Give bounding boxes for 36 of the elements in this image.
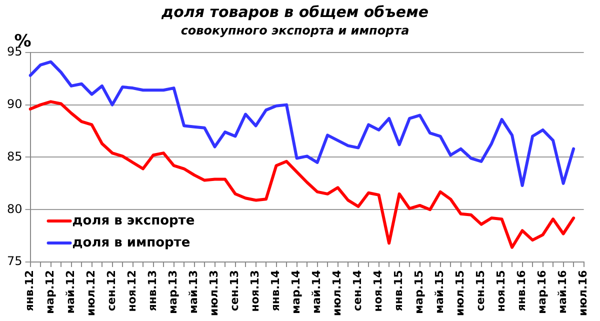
y-tick-label: 75 [6,254,22,268]
x-tick-label: мар.13 [166,270,180,314]
x-tick-label: мар.14 [290,270,303,314]
y-tick-label: 80 [6,202,22,216]
x-tick-label: ноя.13 [248,270,262,312]
legend-label: доля в экспорте [72,213,195,228]
x-tick-label: июл.15 [454,270,467,316]
x-tick-label: июл.12 [84,270,98,316]
x-tick-label: янв.13 [146,270,160,312]
x-tick-label: янв.15 [392,270,406,312]
x-tick-label: май.13 [187,270,200,314]
x-tick-label: янв.14 [269,270,282,312]
legend-label: доля в импорте [72,235,190,250]
x-tick-label: янв.16 [515,270,528,312]
x-tick-label: мар.12 [44,270,57,314]
x-tick-label: мар.15 [412,270,426,314]
x-tick-label: сен.14 [351,270,364,312]
x-tick-label: сен.15 [474,270,488,312]
x-tick-label: май.16 [556,270,570,314]
x-tick-label: ноя.15 [494,270,508,312]
x-tick-label: мар.16 [536,270,549,314]
chart-title: доля товаров в общем объеме [160,2,429,21]
chart-subtitle: совокупного экспорта и импорта [180,23,410,38]
x-tick-label: май.15 [433,270,446,314]
x-tick-label: июл.14 [330,270,344,316]
y-tick-label: 90 [6,96,22,111]
x-tick-label: янв.12 [23,270,36,312]
x-tick-label: май.12 [64,270,78,314]
x-tick-label: сен.13 [228,270,242,312]
x-tick-label: сен.12 [105,270,118,312]
y-tick-label: 85 [6,149,22,164]
x-tick-label: ноя.12 [126,270,139,312]
x-tick-label: май.14 [310,270,324,314]
x-tick-label: июл.16 [576,270,590,316]
x-tick-label: ноя.14 [372,270,385,312]
x-tick-label: июл.13 [208,270,221,316]
